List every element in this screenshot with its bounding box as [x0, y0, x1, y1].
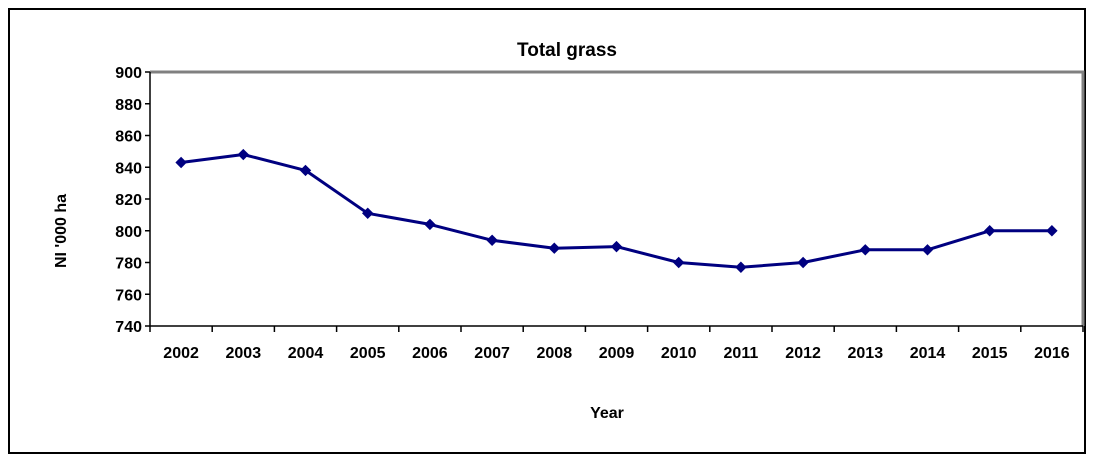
y-tick-label: 820 [115, 192, 142, 209]
x-tick-label: 2005 [350, 345, 386, 362]
x-tick-label: 2006 [412, 345, 448, 362]
chart-title: Total grass [517, 40, 617, 61]
x-tick-label: 2007 [474, 345, 510, 362]
x-tick-label: 2012 [785, 345, 821, 362]
x-tick-label: 2010 [661, 345, 697, 362]
y-tick-label: 880 [115, 97, 142, 114]
x-tick-label: 2014 [910, 345, 946, 362]
x-tick-label: 2011 [724, 345, 759, 362]
x-tick-label: 2002 [163, 345, 199, 362]
y-tick-label: 900 [115, 65, 142, 82]
x-tick-label: 2008 [537, 345, 573, 362]
y-tick-label: 760 [115, 287, 142, 304]
data-point-marker [735, 261, 747, 273]
x-tick-label: 2016 [1034, 345, 1070, 362]
data-point-marker [486, 234, 498, 246]
data-point-marker [672, 256, 685, 269]
data-point-marker [548, 242, 561, 254]
data-point-marker [299, 164, 312, 177]
data-point-marker [424, 218, 436, 231]
y-tick-label: 740 [115, 319, 142, 336]
y-tick-label: 840 [115, 160, 142, 177]
y-tick-label: 800 [115, 224, 142, 241]
x-axis-title: Year [590, 405, 624, 422]
data-point-marker [1046, 225, 1058, 237]
data-point-marker [175, 156, 187, 169]
y-tick-label: 860 [115, 129, 142, 146]
x-tick-label: 2004 [288, 345, 324, 362]
data-point-marker [921, 244, 934, 256]
data-point-marker [361, 207, 374, 219]
x-tick-label: 2003 [226, 345, 262, 362]
data-point-marker [859, 244, 872, 256]
y-tick-label: 780 [115, 256, 142, 273]
chart-area [8, 8, 1086, 454]
data-point-marker [983, 225, 996, 237]
y-axis-title: NI '000 ha [53, 194, 70, 268]
data-point-marker [610, 240, 623, 253]
x-tick-label: 2013 [848, 345, 884, 362]
plot-area-border [150, 70, 1085, 326]
data-point-marker [797, 256, 809, 269]
data-point-marker [237, 148, 250, 161]
x-tick-label: 2009 [599, 345, 635, 362]
x-tick-label: 2015 [972, 345, 1008, 362]
